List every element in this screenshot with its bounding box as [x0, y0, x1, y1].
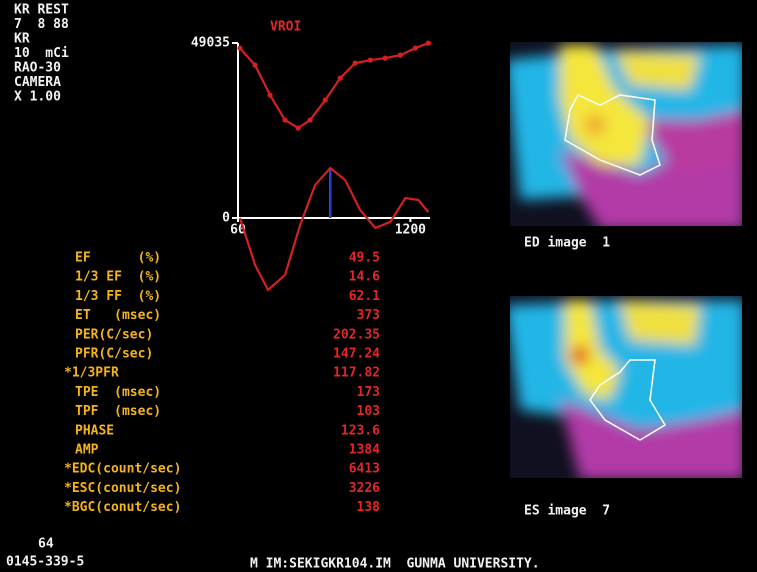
screen: ED image 1 ES image 7 VROI 64 0145-339-5…	[0, 0, 757, 572]
param-label: AMP	[75, 443, 99, 458]
param-value: 373	[357, 308, 380, 323]
param-label: 1/3 FF (%)	[75, 289, 161, 304]
param-value: 173	[357, 385, 380, 400]
param-value: 138	[357, 500, 381, 515]
header-line: RAO-30	[14, 61, 61, 76]
data-point	[426, 41, 431, 46]
param-label: PFR(C/sec)	[75, 347, 153, 362]
param-value: 14.6	[349, 270, 380, 285]
data-point	[308, 117, 313, 122]
data-point	[252, 63, 257, 68]
header-line: 10 mCi	[14, 46, 69, 61]
data-point	[282, 117, 287, 122]
header-line: CAMERA	[14, 75, 61, 90]
param-label: *EDC(count/sec)	[64, 462, 181, 477]
param-value: 3226	[349, 481, 380, 496]
param-value: 49.5	[349, 251, 380, 266]
data-point	[383, 56, 388, 61]
chart-title: VROI	[270, 20, 301, 35]
data-point	[267, 92, 272, 97]
image-caption: ES image 7	[524, 504, 610, 519]
y-tick-label: 49035	[191, 36, 230, 51]
data-point	[353, 61, 358, 66]
image-caption: ED image 1	[524, 236, 610, 251]
data-point	[338, 75, 343, 80]
es-image	[505, 296, 745, 480]
param-value: 202.35	[333, 327, 380, 342]
param-label: PHASE	[75, 423, 114, 438]
data-point	[323, 97, 328, 102]
status-line: M IM:SEKIGKR104.IM GUNMA UNIVERSITY.	[250, 557, 540, 572]
param-value: 103	[357, 404, 380, 419]
param-label: PER(C/sec)	[75, 327, 153, 342]
y-tick-label: 0	[222, 211, 230, 226]
param-value: 62.1	[349, 289, 380, 304]
data-point	[398, 53, 403, 58]
page: ED image 1 ES image 7 VROI 64 0145-339-5…	[0, 0, 757, 572]
param-label: *ESC(conut/sec)	[64, 481, 181, 496]
param-value: 117.82	[333, 366, 380, 381]
ed-image	[505, 42, 745, 230]
param-value: 6413	[349, 462, 380, 477]
count-label: 64	[38, 537, 54, 552]
id-label: 0145-339-5	[6, 555, 84, 570]
x-tick-label: 1200	[395, 223, 426, 238]
header-line: KR	[14, 32, 30, 47]
param-value: 1384	[349, 443, 380, 458]
param-label: *BGC(conut/sec)	[64, 500, 181, 515]
data-point	[413, 46, 418, 51]
data-point	[368, 58, 373, 63]
param-label: *1/3PFR	[64, 366, 119, 381]
data-point	[237, 46, 242, 51]
param-label: 1/3 EF (%)	[75, 270, 161, 285]
data-point	[296, 125, 301, 130]
param-label: ET (msec)	[75, 308, 161, 323]
param-value: 123.6	[341, 423, 380, 438]
param-label: TPF (msec)	[75, 404, 161, 419]
header-line: KR REST	[14, 3, 69, 18]
param-value: 147.24	[333, 347, 380, 362]
param-label: TPE (msec)	[75, 385, 161, 400]
param-label: EF (%)	[75, 251, 161, 266]
header-line: 7 8 88	[14, 17, 69, 32]
header-line: X 1.00	[14, 90, 61, 105]
